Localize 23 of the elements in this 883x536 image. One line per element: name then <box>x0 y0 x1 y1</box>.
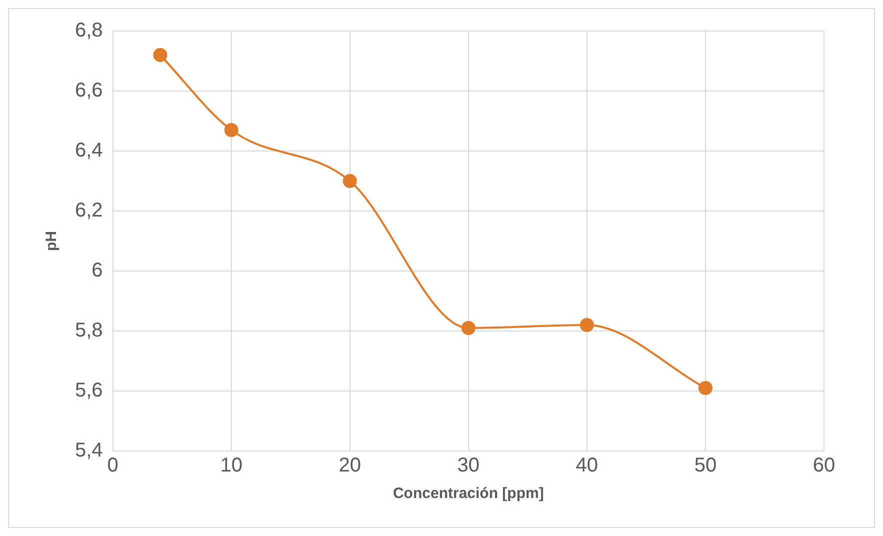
x-tick-label: 60 <box>812 454 836 477</box>
point <box>461 321 476 335</box>
x-tick-label: 50 <box>694 454 717 477</box>
point <box>224 123 238 137</box>
y-tick-label: 5,8 <box>74 320 103 342</box>
x-tick-label: 20 <box>338 454 361 477</box>
point <box>342 174 357 188</box>
y-tick-label: 6,4 <box>74 140 103 162</box>
x-tick-label: 30 <box>457 454 480 477</box>
point <box>580 318 594 332</box>
y-tick-label: 6 <box>92 260 103 282</box>
x-tick-label: 0 <box>107 454 118 477</box>
x-tick-label: 40 <box>576 454 598 477</box>
point <box>698 381 712 395</box>
y-tick-label: 6,8 <box>74 20 103 42</box>
y-tick-label: 5,4 <box>74 440 103 462</box>
point <box>153 48 168 62</box>
y-tick-label: 5,6 <box>74 380 103 402</box>
y-axis-title: pH <box>43 231 60 251</box>
x-tick-label: 10 <box>220 454 242 477</box>
y-tick-label: 6,2 <box>74 200 103 222</box>
x-axis-title: Concentración [ppm] <box>392 485 544 502</box>
y-tick-label: 6,6 <box>74 80 103 102</box>
